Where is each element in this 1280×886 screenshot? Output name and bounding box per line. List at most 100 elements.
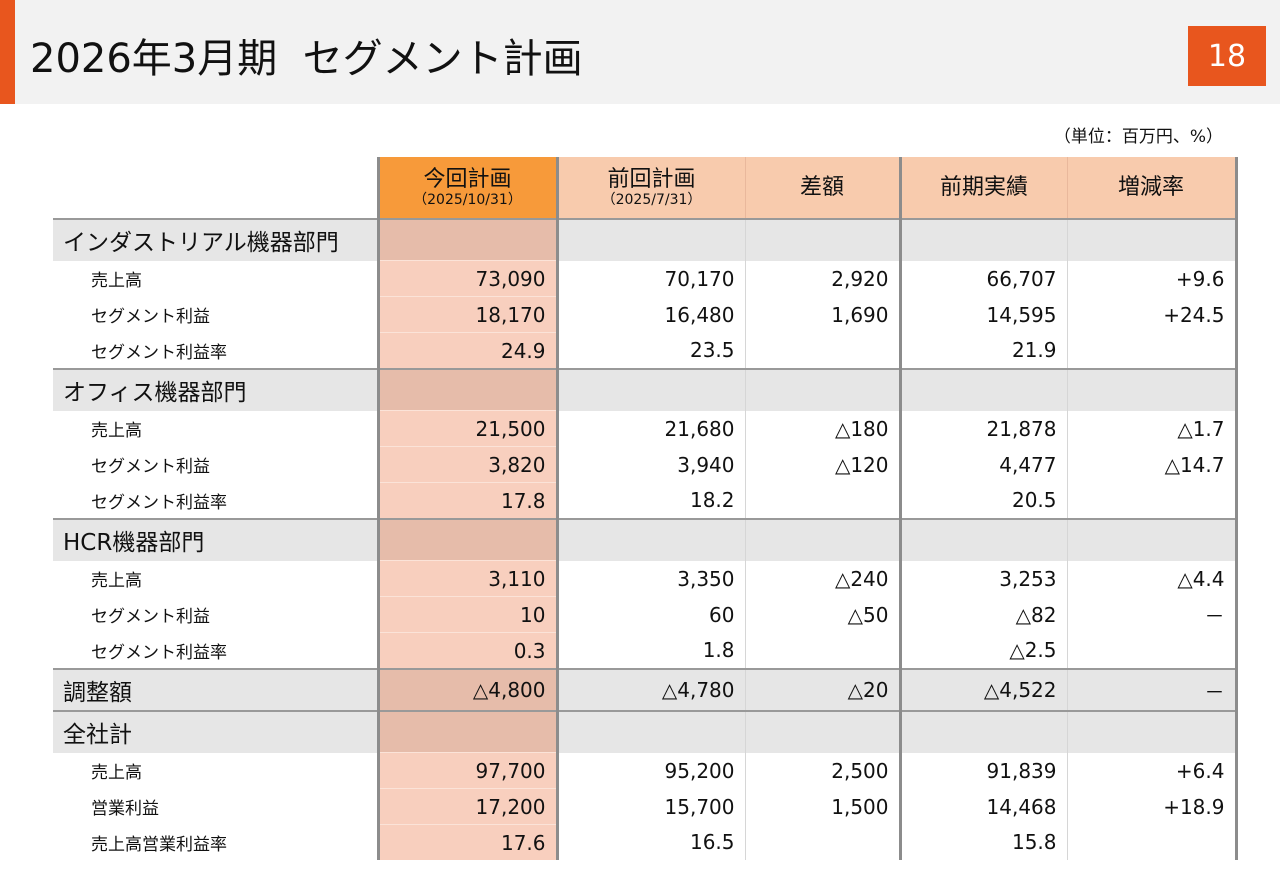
cell-value: △240 (745, 560, 902, 597)
cell-value: △20 (745, 668, 902, 711)
cell-value: △50 (745, 596, 902, 633)
cell-value (1067, 482, 1238, 519)
section-row: オフィス機器部門 (53, 368, 1238, 411)
table-row: 売上高 97,700 95,200 2,500 91,839 +6.4 (53, 752, 1238, 789)
cell-value: 17,200 (376, 788, 559, 825)
cell-value: △180 (745, 410, 902, 447)
cell-value: 15,700 (557, 788, 746, 825)
col-change-rate: 増減率 (1067, 157, 1238, 219)
cell-value: 16.5 (557, 824, 746, 860)
unit-note: （単位：百万円、%） (1053, 127, 1223, 147)
title-bar (0, 0, 1280, 104)
cell-value: △14.7 (1067, 446, 1238, 483)
section-row: 全社計 (53, 710, 1238, 753)
col-prior-year-actual: 前期実績 (900, 157, 1068, 219)
cell-value: 95,200 (557, 752, 746, 789)
cell-value (1067, 218, 1238, 261)
table-row: 売上高 21,500 21,680 △180 21,878 △1.7 (53, 410, 1238, 447)
cell-value (376, 518, 559, 561)
table-row: セグメント利益 3,820 3,940 △120 4,477 △14.7 (53, 446, 1238, 483)
row-label: セグメント利益率 (91, 342, 227, 363)
cell-value: 60 (557, 596, 746, 633)
cell-value: 14,595 (900, 296, 1068, 333)
header-row: 今回計画 （2025/10/31） 前回計画 （2025/7/31） 差額 前期実績… (53, 157, 1238, 219)
row-label: セグメント利益 (91, 457, 210, 477)
cell-value: 0.3 (376, 632, 559, 669)
row-label: 調整額 (53, 668, 378, 711)
col-label: 今回計画 (423, 166, 512, 192)
cell-value (900, 368, 1068, 411)
cell-value: △1.7 (1067, 410, 1238, 447)
col-previous-plan: 前回計画 （2025/7/31） (557, 157, 746, 219)
cell-value: 18,170 (376, 296, 559, 333)
cell-value: △4,522 (900, 668, 1068, 711)
cell-value: 15.8 (900, 824, 1068, 860)
cell-value (1067, 710, 1238, 753)
cell-value (745, 332, 902, 369)
row-label: 営業利益 (91, 799, 159, 819)
cell-value (1067, 824, 1238, 860)
row-label: セグメント利益率 (91, 492, 227, 513)
table-row: 営業利益 17,200 15,700 1,500 14,468 +18.9 (53, 788, 1238, 825)
col-sub: （2025/7/31） (601, 191, 702, 208)
cell-value (1067, 632, 1238, 669)
cell-value: 3,940 (557, 446, 746, 483)
cell-value: △4.4 (1067, 560, 1238, 597)
page-number: 18 (1188, 26, 1266, 86)
row-label: セグメント利益 (91, 307, 210, 327)
cell-value (745, 710, 902, 753)
col-current-plan: 今回計画 （2025/10/31） (376, 157, 559, 219)
cell-value: 1,500 (745, 788, 902, 825)
table-row: 売上高営業利益率 17.6 16.5 15.8 (53, 824, 1238, 860)
table-row: セグメント利益率 0.3 1.8 △2.5 (53, 632, 1238, 669)
section-row: 調整額 △4,800 △4,780 △20 △4,522 － (53, 668, 1238, 711)
cell-value: 21,500 (376, 410, 559, 447)
section-row: インダストリアル機器部門 (53, 218, 1238, 261)
cell-value: △120 (745, 446, 902, 483)
cell-value (376, 710, 559, 753)
row-label: インダストリアル機器部門 (53, 218, 378, 261)
cell-value: +18.9 (1067, 788, 1238, 825)
row-label: セグメント利益 (91, 607, 210, 627)
cell-value: 18.2 (557, 482, 746, 519)
cell-value: 23.5 (557, 332, 746, 369)
cell-value: 17.6 (376, 824, 559, 860)
cell-value (557, 368, 746, 411)
cell-value: 66,707 (900, 260, 1068, 297)
cell-value: － (1067, 668, 1238, 711)
cell-value: 3,110 (376, 560, 559, 597)
cell-value (1067, 518, 1238, 561)
cell-value: 91,839 (900, 752, 1068, 789)
cell-value (900, 710, 1068, 753)
cell-value: △4,780 (557, 668, 746, 711)
cell-value: +9.6 (1067, 260, 1238, 297)
cell-value: 21,680 (557, 410, 746, 447)
table-row: セグメント利益率 24.9 23.5 21.9 (53, 332, 1238, 369)
cell-value (745, 824, 902, 860)
col-sub: （2025/10/31） (413, 191, 522, 208)
row-label: オフィス機器部門 (53, 368, 378, 411)
cell-value: 2,500 (745, 752, 902, 789)
cell-value: 70,170 (557, 260, 746, 297)
header-blank (53, 157, 378, 219)
col-label: 前回計画 (607, 166, 696, 192)
cell-value (900, 518, 1068, 561)
col-difference: 差額 (745, 157, 902, 219)
table-row: セグメント利益 18,170 16,480 1,690 14,595 +24.5 (53, 296, 1238, 333)
table-row: 売上高 73,090 70,170 2,920 66,707 +9.6 (53, 260, 1238, 297)
cell-value (376, 218, 559, 261)
cell-value: 97,700 (376, 752, 559, 789)
cell-value (745, 632, 902, 669)
cell-value: 73,090 (376, 260, 559, 297)
table-row: セグメント利益 10 60 △50 △82 － (53, 596, 1238, 633)
cell-value: △82 (900, 596, 1068, 633)
table-row: 売上高 3,110 3,350 △240 3,253 △4.4 (53, 560, 1238, 597)
cell-value: 3,253 (900, 560, 1068, 597)
row-label: 全社計 (53, 710, 378, 753)
page-title: 2026年3月期 セグメント計画 (30, 36, 583, 82)
cell-value (376, 368, 559, 411)
row-label: 売上高営業利益率 (91, 834, 227, 855)
cell-value: △2.5 (900, 632, 1068, 669)
cell-value: 14,468 (900, 788, 1068, 825)
cell-value (745, 368, 902, 411)
